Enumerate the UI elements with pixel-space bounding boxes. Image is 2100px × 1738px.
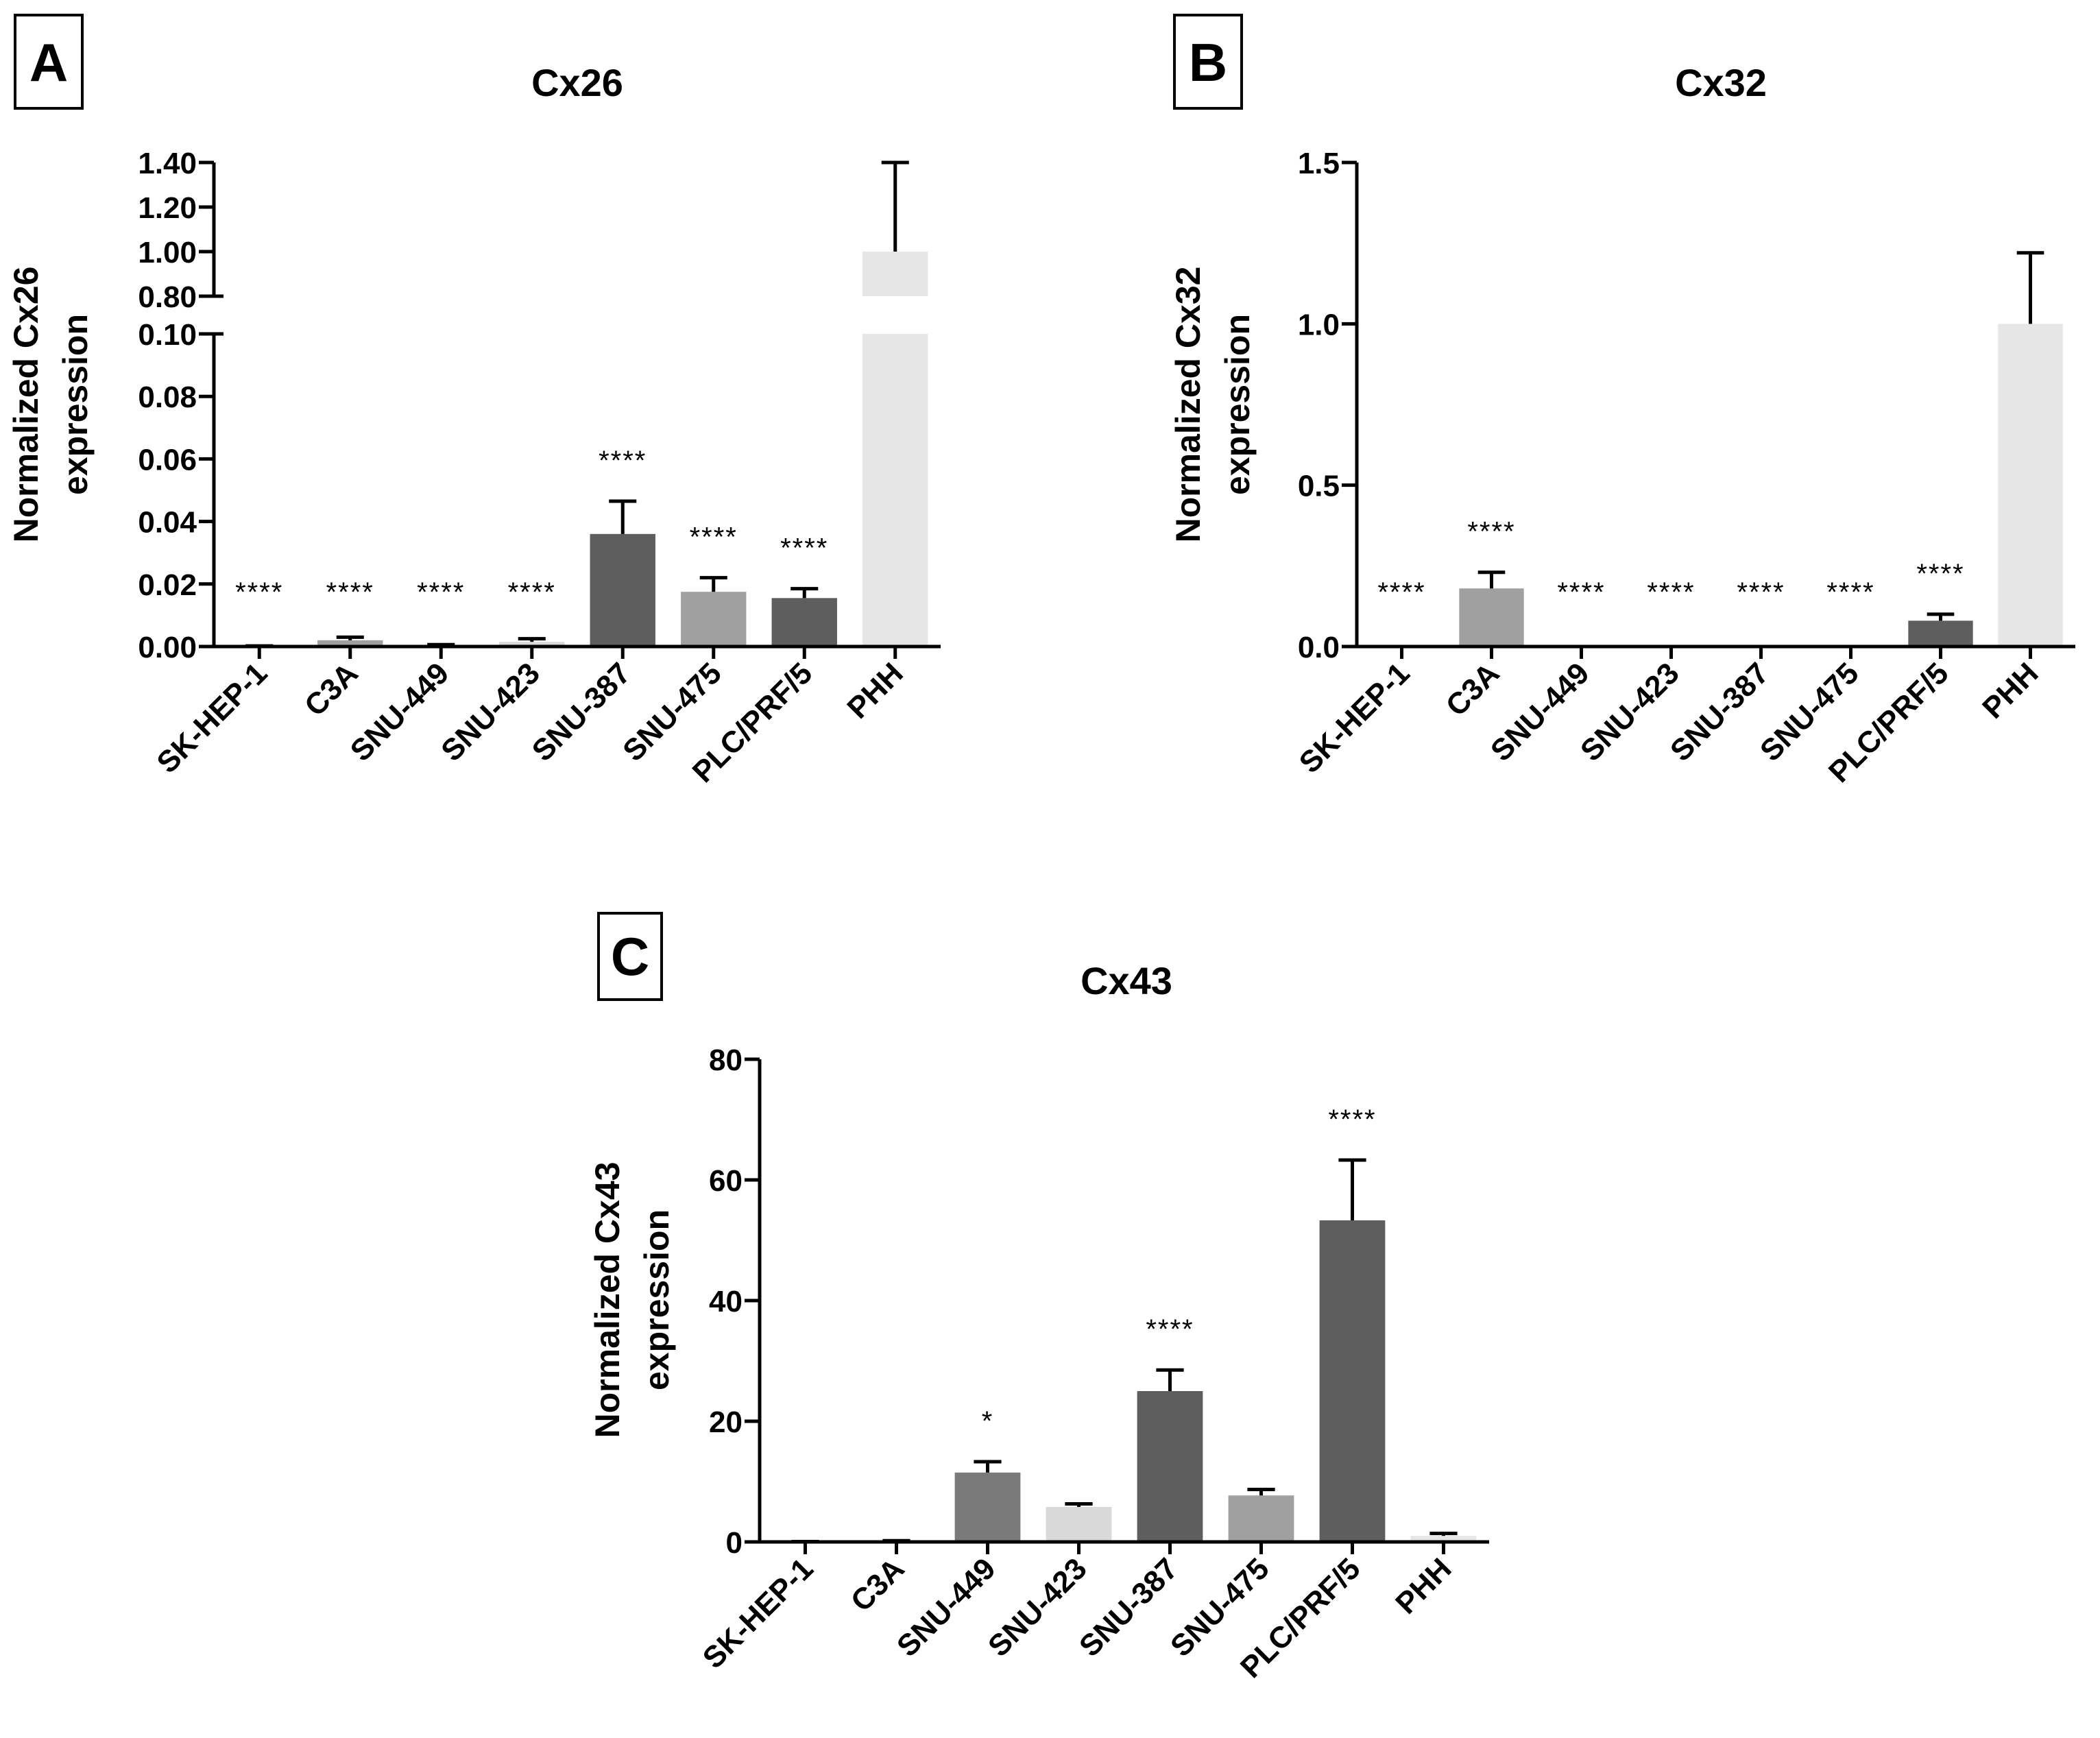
x-tick-label: SNU-423	[435, 656, 546, 768]
panel-letter-box	[1173, 14, 1243, 110]
bar-c3a	[1459, 588, 1524, 647]
significance-label: ****	[1916, 559, 1964, 589]
y-tick-label: 1.00	[138, 236, 197, 269]
y-tick-label: 0.04	[138, 506, 197, 540]
significance-label: ****	[1328, 1105, 1376, 1135]
significance-label: ****	[1377, 577, 1425, 607]
x-tick-label: PHH	[1389, 1552, 1458, 1620]
panel-letter: B	[1189, 32, 1227, 93]
bar-snu-423	[1046, 1506, 1112, 1542]
chart-title: Cx26	[531, 61, 623, 104]
bar-snu-423	[499, 642, 565, 647]
significance-label: ****	[690, 522, 738, 553]
x-tick-label: C3A	[298, 656, 365, 723]
y-tick-label: 40	[709, 1285, 743, 1318]
y-axis-title-line: expression	[638, 1209, 676, 1390]
y-tick-label: 80	[709, 1043, 743, 1077]
bar-phh	[1998, 324, 2063, 647]
significance-label: ****	[1737, 577, 1785, 607]
x-tick-label: SK-HEP-1	[150, 656, 274, 780]
y-tick-label: 0.00	[138, 631, 197, 664]
x-tick-label: C3A	[845, 1552, 911, 1618]
y-axis-title-line: Normalized Cx43	[588, 1162, 627, 1438]
x-tick-label: SK-HEP-1	[1293, 656, 1416, 780]
significance-label: ****	[780, 533, 828, 564]
significance-label: ****	[1647, 577, 1695, 607]
bar-phh	[862, 334, 928, 647]
y-tick-label: 0	[726, 1526, 743, 1560]
x-tick-label: SNU-387	[1073, 1552, 1185, 1663]
bar-plc-prf-5	[1319, 1220, 1386, 1542]
y-tick-label: 0.80	[138, 280, 197, 314]
bar-snu-475	[1228, 1495, 1294, 1542]
bar-phh	[1410, 1536, 1477, 1542]
bar-snu-387	[1137, 1391, 1203, 1542]
y-tick-label: 0.0	[1298, 631, 1340, 664]
y-tick-label: 60	[709, 1164, 743, 1198]
significance-label: ****	[417, 577, 465, 607]
x-tick-label: SNU-423	[982, 1552, 1094, 1663]
x-tick-label: SNU-449	[344, 656, 456, 768]
x-tick-label: SNU-449	[891, 1552, 1002, 1663]
y-tick-label: 0.06	[138, 443, 197, 476]
x-tick-label: SK-HEP-1	[697, 1552, 820, 1675]
panel-letter: C	[611, 926, 649, 987]
x-tick-label: PHH	[841, 656, 909, 725]
x-tick-label: SNU-387	[526, 656, 638, 768]
significance-label: ****	[1146, 1314, 1194, 1344]
y-tick-label: 0.5	[1298, 470, 1340, 503]
significance-label: ****	[326, 577, 374, 607]
significance-label: ****	[1826, 577, 1874, 607]
bars: **** **** **** **** **** **** ****	[226, 160, 928, 648]
y-tick-label: 0.02	[138, 568, 197, 602]
chart-title: Cx43	[1081, 959, 1172, 1002]
x-tick-label: SNU-387	[1664, 656, 1776, 768]
bar-plc-prf-5	[1908, 620, 1973, 647]
bar-c3a	[317, 640, 383, 647]
y-axis-title-line: Normalized Cx32	[1169, 267, 1207, 543]
y-tick-label: 1.5	[1298, 147, 1340, 180]
y-axis-title-line: expression	[56, 314, 95, 495]
significance-label: ****	[235, 577, 283, 607]
significance-label: ****	[599, 446, 647, 476]
significance-label: ****	[1557, 577, 1605, 607]
significance-label: *	[982, 1406, 994, 1436]
bars: **** **** **** **** **** **** ****	[1377, 251, 2063, 647]
bar-snu-387	[590, 533, 655, 647]
y-axis-title-line: expression	[1218, 314, 1257, 495]
y-tick-label: 1.0	[1298, 308, 1340, 341]
y-tick-label: 0.10	[138, 318, 197, 352]
bar-snu-449	[954, 1472, 1021, 1542]
x-tick-label: SNU-449	[1484, 656, 1596, 768]
panel-letter-box	[14, 14, 84, 110]
chart-title: Cx32	[1675, 61, 1767, 104]
panel-letter: A	[29, 32, 68, 93]
panel-letter-box	[597, 912, 663, 1001]
significance-label: ****	[508, 577, 556, 607]
y-axis-title-line: Normalized Cx26	[7, 267, 45, 543]
axes: 0.00 0.02 0.04 0.06 0.08 0.10 0.80 1.00 1.20 1.40…	[138, 147, 941, 789]
bars: *********	[772, 1105, 1477, 1544]
bar-upper-segment	[862, 252, 928, 296]
bar-snu-475	[681, 592, 747, 647]
y-tick-label: 1.40	[138, 147, 197, 180]
x-tick-label: C3A	[1440, 656, 1506, 723]
y-tick-label: 1.20	[138, 191, 197, 225]
significance-label: ****	[1467, 517, 1515, 547]
y-tick-label: 20	[709, 1405, 743, 1439]
x-tick-label: PHH	[1976, 656, 2044, 725]
x-tick-label: SNU-423	[1574, 656, 1686, 768]
y-tick-label: 0.08	[138, 381, 197, 414]
axes: 0.0 0.5 1.0 1.5 SK-HEP-1 C3ASNU-449SNU-423SNU…	[1293, 147, 2075, 789]
bar-plc-prf-5	[771, 598, 837, 647]
